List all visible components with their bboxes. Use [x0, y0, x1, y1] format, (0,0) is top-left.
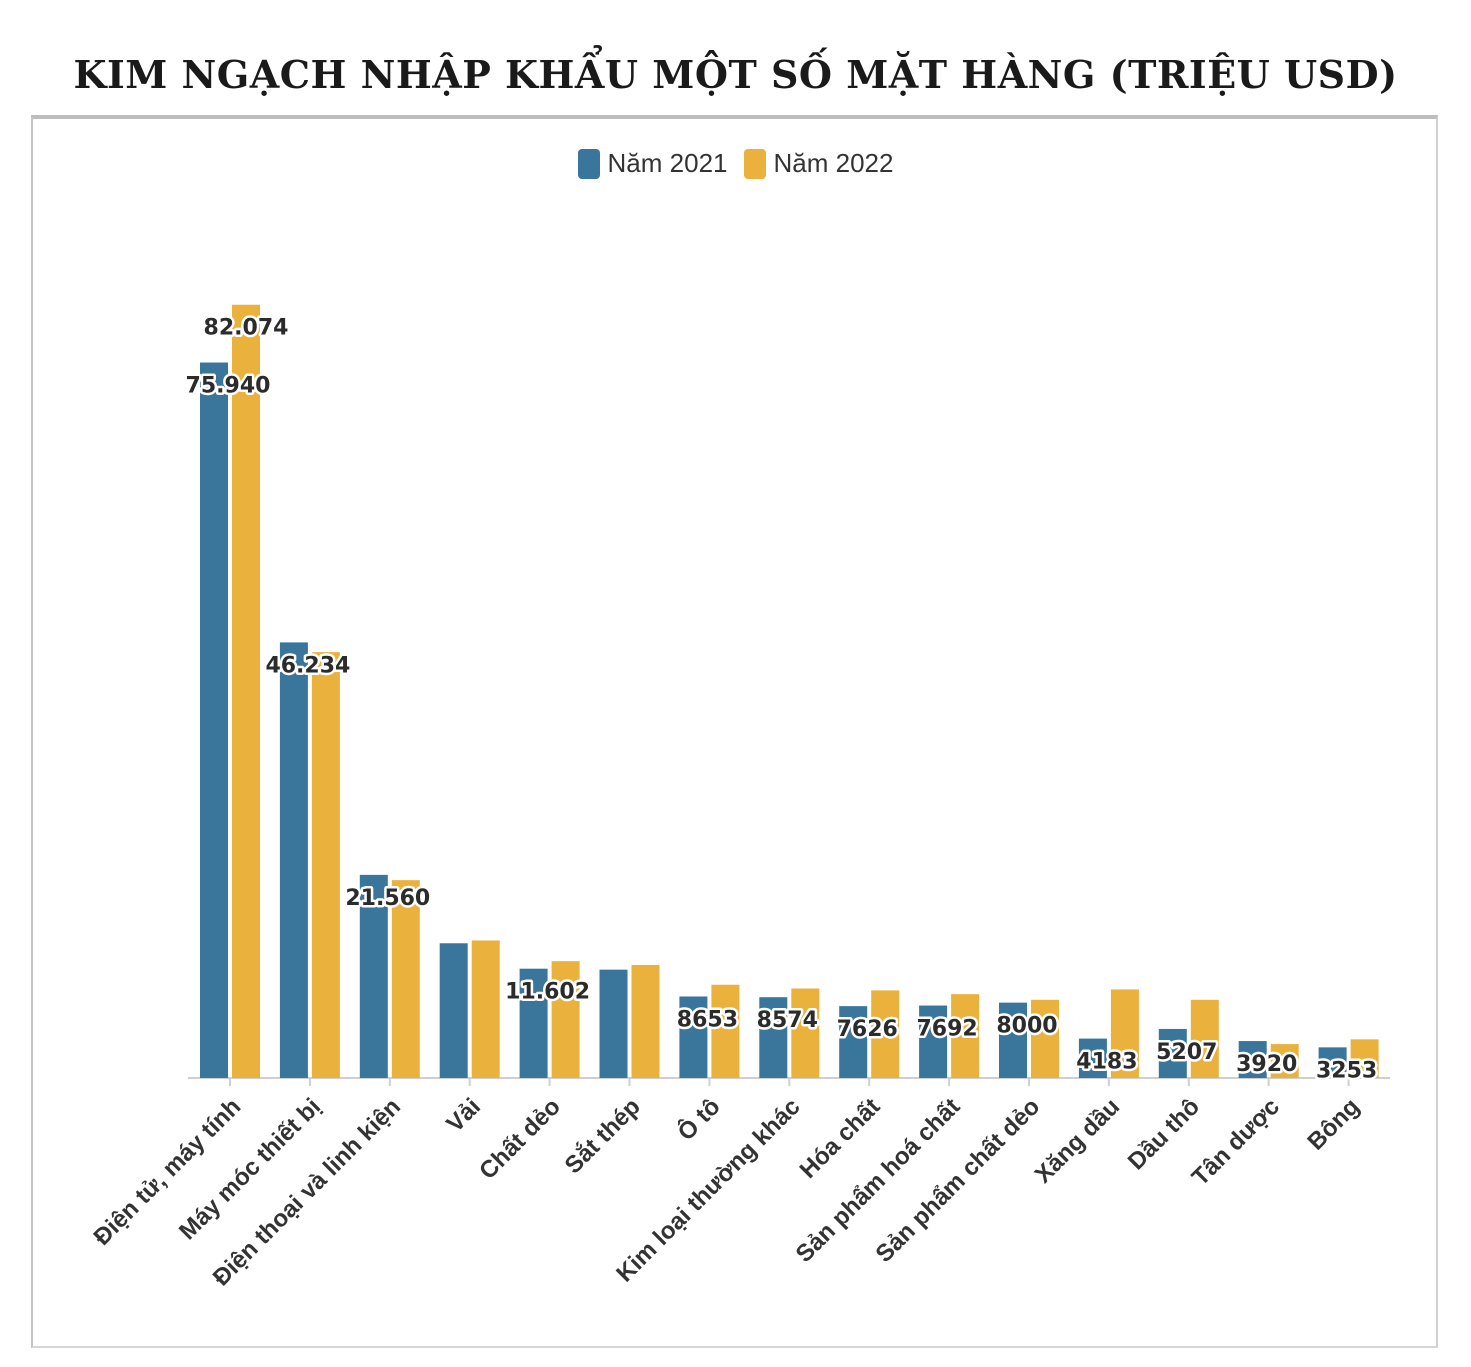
- legend-item-2022[interactable]: Năm 2022: [743, 148, 894, 179]
- bar-2021-7[interactable]: [759, 997, 788, 1078]
- x-tick-label: Xăng dầu: [1030, 1093, 1125, 1188]
- x-tick-label: Dầu thô: [1123, 1093, 1205, 1175]
- bar-2022-9[interactable]: [951, 994, 980, 1078]
- data-label: 7626: [837, 1017, 898, 1042]
- bar-2021-1[interactable]: [279, 642, 308, 1078]
- bar-2021-3[interactable]: [439, 943, 468, 1078]
- x-tick-label: Vải: [441, 1093, 486, 1138]
- x-tick-label: Bông: [1302, 1093, 1364, 1155]
- legend-label-2022: Năm 2022: [773, 148, 894, 178]
- data-label: 46.234: [265, 653, 350, 678]
- bar-2022-14[interactable]: [1350, 1039, 1379, 1078]
- bar-2021-4[interactable]: [519, 968, 548, 1078]
- x-tick-label: Tân dược: [1187, 1093, 1285, 1191]
- chart-frame: [31, 115, 1438, 1348]
- bar-2021-8[interactable]: [839, 1006, 868, 1078]
- data-label: 8574: [757, 1008, 818, 1033]
- data-label: 8653: [677, 1007, 738, 1032]
- x-tick-label: Sắt thép: [559, 1092, 646, 1179]
- bar-2021-9[interactable]: [919, 1005, 948, 1078]
- bar-2022-12[interactable]: [1190, 999, 1219, 1078]
- x-tick-label: Máy móc thiết bị: [174, 1093, 326, 1245]
- x-tick-label: Ô tô: [672, 1092, 726, 1146]
- bar-2021-12[interactable]: [1158, 1028, 1187, 1078]
- bar-2022-5[interactable]: [631, 964, 660, 1078]
- data-label: 7692: [916, 1017, 977, 1042]
- bar-2022-2[interactable]: [391, 880, 420, 1078]
- bar-2022-8[interactable]: [871, 990, 900, 1078]
- bar-2021-0[interactable]: [200, 362, 228, 1079]
- bar-2021-11[interactable]: [1078, 1038, 1107, 1078]
- legend: Năm 2021 Năm 2022: [0, 148, 1471, 179]
- legend-swatch-2022: [743, 148, 766, 179]
- data-label: 4183: [1076, 1050, 1137, 1075]
- data-label: 5207: [1156, 1040, 1217, 1065]
- data-label: 21.560: [345, 886, 430, 911]
- bar-2021-13[interactable]: [1238, 1041, 1267, 1078]
- x-tick-label: Chất dẻo: [474, 1093, 566, 1185]
- legend-item-2021[interactable]: Năm 2021: [577, 148, 728, 179]
- bar-2021-2[interactable]: [359, 874, 388, 1078]
- legend-label-2021: Năm 2021: [607, 148, 728, 178]
- data-label: 3253: [1316, 1058, 1377, 1083]
- chart-title: KIM NGẠCH NHẬP KHẨU MỘT SỐ MẶT HÀNG (TRI…: [73, 52, 1398, 97]
- legend-swatch-2021: [577, 148, 600, 179]
- bar-2022-13[interactable]: [1270, 1044, 1299, 1078]
- data-label: 8000: [996, 1014, 1057, 1039]
- data-label: 11.602: [505, 980, 590, 1005]
- bar-2022-11[interactable]: [1110, 989, 1139, 1078]
- x-tick-label: Điện tử, máy tính: [89, 1093, 247, 1251]
- bar-2022-4[interactable]: [551, 961, 580, 1078]
- data-label: 75.940: [186, 374, 271, 399]
- bar-2022-1[interactable]: [311, 652, 340, 1078]
- bar-2022-6[interactable]: [711, 984, 740, 1078]
- bar-2022-7[interactable]: [791, 988, 820, 1078]
- bar-2022-3[interactable]: [471, 940, 500, 1078]
- bar-2021-6[interactable]: [679, 996, 708, 1078]
- bar-2021-14[interactable]: [1318, 1047, 1347, 1078]
- data-label: 3920: [1236, 1052, 1297, 1077]
- data-label: 82.074: [204, 316, 289, 341]
- bar-2022-0[interactable]: [232, 304, 260, 1078]
- bar-2022-10[interactable]: [1031, 999, 1059, 1078]
- bar-2021-10[interactable]: [999, 1002, 1027, 1078]
- bar-2021-5[interactable]: [599, 969, 628, 1078]
